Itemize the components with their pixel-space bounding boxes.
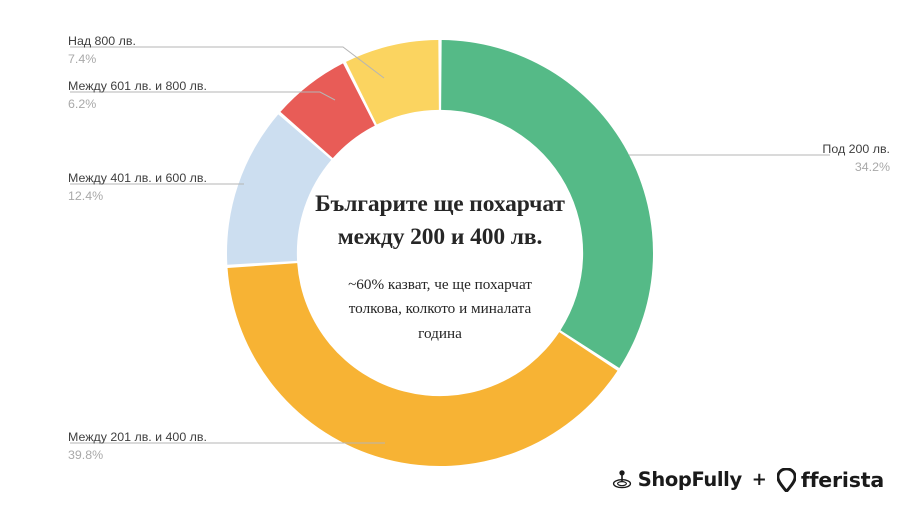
callout-201-400: Между 201 лв. и 400 лв. 39.8% bbox=[68, 430, 207, 463]
callout-label: Под 200 лв. bbox=[822, 142, 890, 156]
offerista-wordmark: fferista bbox=[800, 467, 884, 492]
callout-401-600: Между 401 лв. и 600 лв. 12.4% bbox=[68, 171, 207, 204]
callout-label: Между 601 лв. и 800 лв. bbox=[68, 79, 207, 93]
callout-value: 12.4% bbox=[68, 188, 104, 203]
shopfully-wordmark: ShopFully bbox=[637, 468, 742, 492]
plus-separator: + bbox=[751, 469, 767, 490]
leader-line-over-800 bbox=[70, 46, 385, 79]
callout-value: 39.8% bbox=[68, 447, 104, 462]
shopfully-logo: ShopFully bbox=[611, 469, 742, 491]
donut-segment-401-600[interactable] bbox=[226, 114, 332, 265]
donut-segments bbox=[226, 40, 653, 466]
donut-segment-over-800[interactable] bbox=[345, 40, 439, 125]
donut-segment-201-400[interactable] bbox=[227, 263, 618, 466]
donut-segment-601-800[interactable] bbox=[280, 63, 375, 159]
leader-line-601-800 bbox=[70, 91, 336, 101]
callout-label: Между 201 лв. и 400 лв. bbox=[68, 430, 207, 444]
callout-value: 7.4% bbox=[68, 51, 97, 66]
shopfully-cart-icon bbox=[612, 470, 631, 489]
location-pin-o-icon bbox=[776, 468, 796, 492]
footer-partner-logos: ShopFully + fferista bbox=[611, 466, 884, 494]
callout-label: Над 800 лв. bbox=[68, 34, 136, 48]
callout-601-800: Между 601 лв. и 800 лв. 6.2% bbox=[68, 79, 207, 112]
leader-lines bbox=[70, 46, 830, 444]
callout-value: 34.2% bbox=[854, 159, 890, 174]
callout-over-800: Над 800 лв. 7.4% bbox=[68, 34, 136, 67]
callout-value: 6.2% bbox=[68, 96, 97, 111]
callout-label: Между 401 лв. и 600 лв. bbox=[68, 171, 207, 185]
offerista-logo: fferista bbox=[776, 467, 884, 492]
callout-under-200: Под 200 лв. 34.2% bbox=[730, 142, 890, 175]
donut-segment-under-200[interactable] bbox=[441, 40, 653, 368]
